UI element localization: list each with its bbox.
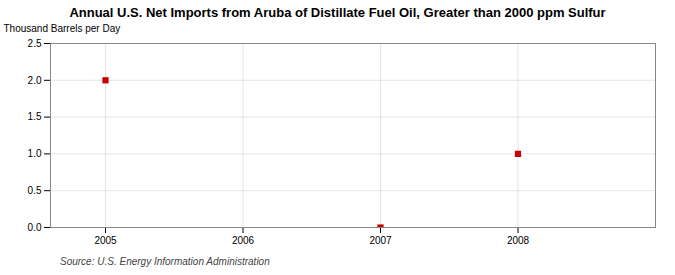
svg-text:2006: 2006	[232, 235, 255, 246]
svg-text:Thousand Barrels per Day: Thousand Barrels per Day	[4, 23, 121, 34]
svg-text:2007: 2007	[369, 235, 392, 246]
html-text:Annual U.S. Net Imports from A: Annual U.S. Net Imports from Aruba of Di…	[69, 5, 606, 20]
svg-text:0.5: 0.5	[28, 185, 42, 196]
svg-text:1.0: 1.0	[28, 148, 42, 159]
svg-text:1.5: 1.5	[28, 111, 42, 122]
svg-text:2.0: 2.0	[28, 75, 42, 86]
svg-text:0.0: 0.0	[28, 222, 42, 233]
svg-text:2005: 2005	[94, 235, 117, 246]
svg-text:2008: 2008	[507, 235, 530, 246]
html-text:Source: U.S. Energy Informatio: Source: U.S. Energy Information Administ…	[60, 256, 270, 267]
svg-text:2.5: 2.5	[28, 38, 42, 49]
